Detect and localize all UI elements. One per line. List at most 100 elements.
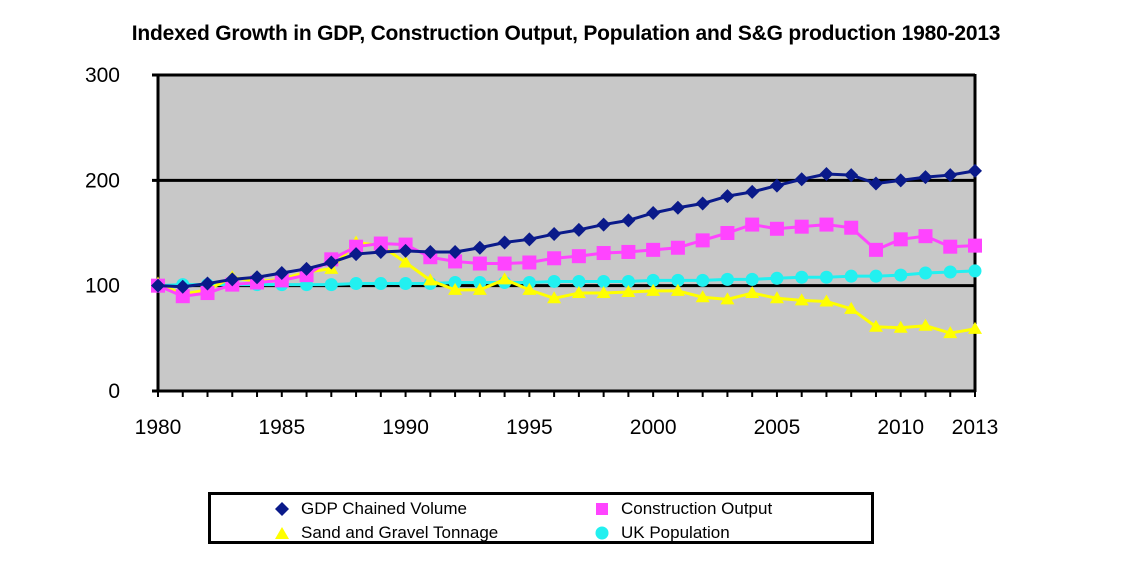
data-point xyxy=(473,276,487,290)
data-point xyxy=(373,244,388,259)
data-point xyxy=(373,236,388,251)
series-line xyxy=(157,169,976,289)
data-point xyxy=(695,233,710,248)
data-point xyxy=(720,189,735,204)
data-point xyxy=(596,217,611,232)
triangle-marker-icon xyxy=(275,527,289,539)
data-point xyxy=(497,235,512,250)
data-point xyxy=(175,289,190,304)
series-gdp-chained-volume xyxy=(151,163,982,294)
data-point xyxy=(943,265,957,279)
data-point xyxy=(299,261,314,276)
series-line xyxy=(157,223,976,298)
x-tick-label: 2005 xyxy=(754,416,801,439)
data-point xyxy=(844,220,859,235)
data-point xyxy=(745,272,759,286)
legend-label: Sand and Gravel Tonnage xyxy=(301,523,499,542)
data-point xyxy=(720,226,735,240)
legend-item-sand-gravel: Sand and Gravel Tonnage xyxy=(273,523,498,543)
data-point xyxy=(571,249,586,264)
data-point xyxy=(250,270,265,285)
data-point xyxy=(522,232,537,247)
legend-item-construction: Construction Output xyxy=(593,499,772,519)
data-point xyxy=(819,270,833,284)
data-point xyxy=(646,283,661,296)
y-tick-label: 100 xyxy=(85,275,120,298)
data-point xyxy=(893,232,908,247)
data-point xyxy=(770,271,784,285)
data-point xyxy=(448,254,463,269)
data-point xyxy=(349,247,364,262)
data-point xyxy=(720,292,735,305)
data-point xyxy=(696,273,710,287)
data-point xyxy=(497,272,512,285)
data-point xyxy=(869,269,883,283)
legend-item-population: UK Population xyxy=(593,523,730,543)
data-point xyxy=(571,286,586,299)
data-point xyxy=(547,274,561,288)
data-point xyxy=(398,255,413,268)
data-point xyxy=(274,273,289,288)
data-point xyxy=(769,291,784,304)
data-point xyxy=(398,243,413,258)
series-sand-and-gravel-tonnage xyxy=(151,235,982,339)
data-point xyxy=(893,173,908,188)
data-point xyxy=(448,282,463,295)
data-point xyxy=(646,205,661,220)
data-point xyxy=(596,246,611,261)
data-point xyxy=(621,274,635,288)
data-point xyxy=(621,284,636,297)
data-point xyxy=(868,176,883,191)
data-point xyxy=(274,266,289,281)
series-line xyxy=(157,240,976,335)
circle-marker-icon xyxy=(595,526,609,540)
x-tick-label: 1990 xyxy=(382,416,429,439)
data-point xyxy=(819,294,834,307)
data-point xyxy=(943,168,958,183)
legend-item-gdp: GDP Chained Volume xyxy=(273,499,467,519)
data-point xyxy=(745,184,760,199)
data-point xyxy=(769,178,784,193)
data-point xyxy=(844,168,859,183)
x-axis-ticks: 1980 1985 1990 1995 2000 2005 2010 2013 xyxy=(135,391,998,439)
data-point xyxy=(918,170,933,185)
legend-label: GDP Chained Volume xyxy=(301,499,468,518)
data-point xyxy=(695,290,710,303)
data-point xyxy=(794,293,809,306)
square-marker-icon xyxy=(596,503,608,515)
data-point xyxy=(621,213,636,228)
x-tick-label: 2010 xyxy=(877,416,924,439)
data-point xyxy=(522,282,537,295)
diamond-marker-icon xyxy=(275,502,289,516)
data-point xyxy=(324,278,338,292)
data-point xyxy=(399,277,413,291)
data-point xyxy=(968,163,982,178)
data-point xyxy=(646,242,661,257)
x-tick-label: 1985 xyxy=(258,416,305,439)
data-point xyxy=(497,256,512,271)
x-tick-label: 2000 xyxy=(630,416,677,439)
series-layer xyxy=(151,163,982,339)
data-point xyxy=(175,279,190,294)
series-line xyxy=(157,269,976,288)
data-point xyxy=(547,251,562,266)
data-point xyxy=(349,277,363,291)
data-point xyxy=(745,286,760,299)
data-point xyxy=(918,266,932,280)
data-point xyxy=(670,283,685,296)
data-point xyxy=(943,239,958,254)
data-point xyxy=(720,272,734,286)
data-point xyxy=(844,269,858,283)
data-point xyxy=(794,219,809,234)
data-point xyxy=(918,229,933,244)
data-point xyxy=(324,255,339,270)
data-point xyxy=(374,277,388,291)
data-point xyxy=(448,276,462,290)
data-point xyxy=(968,264,982,278)
data-point xyxy=(200,286,215,301)
data-point xyxy=(819,167,834,182)
y-tick-label: 0 xyxy=(108,380,120,403)
chart-title: Indexed Growth in GDP, Construction Outp… xyxy=(131,22,1001,45)
data-point xyxy=(868,319,883,332)
data-point xyxy=(151,278,165,293)
